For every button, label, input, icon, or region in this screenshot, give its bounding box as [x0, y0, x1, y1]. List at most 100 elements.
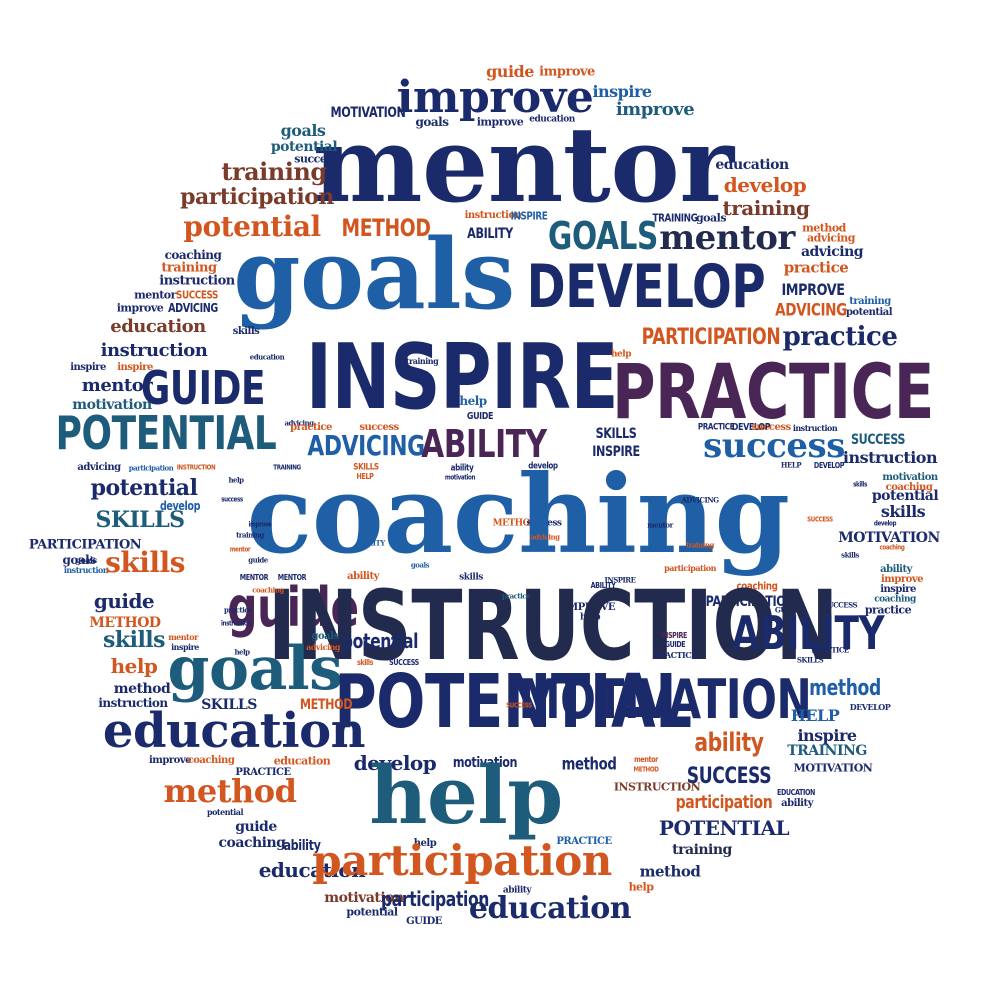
- cloud-word: INSPIRE: [305, 325, 619, 430]
- cloud-word: develop: [353, 751, 437, 775]
- cloud-word: motivation: [882, 472, 938, 483]
- cloud-word: help: [459, 394, 487, 408]
- cloud-word: SUCCESS: [506, 701, 532, 710]
- cloud-word: participation: [380, 887, 490, 911]
- cloud-word: GUIDE: [406, 916, 442, 927]
- cloud-word: training: [672, 842, 732, 858]
- cloud-word: inspire: [592, 82, 652, 101]
- cloud-word: training: [236, 530, 264, 540]
- cloud-word: MOTIVATION: [793, 761, 873, 775]
- cloud-word: training: [686, 540, 714, 550]
- cloud-word: ability: [880, 564, 912, 575]
- cloud-word: training: [161, 260, 217, 276]
- cloud-word: mentor: [659, 218, 795, 258]
- cloud-word: participation: [128, 463, 174, 473]
- cloud-word: practice: [864, 603, 912, 617]
- cloud-word: SKILLS: [201, 697, 257, 713]
- cloud-word: skills: [841, 550, 859, 560]
- cloud-word: PRACTICE: [653, 650, 697, 660]
- cloud-word: method: [809, 676, 881, 701]
- cloud-word: GOALS: [548, 214, 658, 258]
- cloud-word: participation: [675, 792, 773, 813]
- cloud-word: METHOD: [89, 615, 161, 631]
- cloud-word: help: [628, 880, 654, 894]
- cloud-word: GUIDE: [140, 361, 266, 415]
- cloud-word: goals: [233, 218, 515, 331]
- cloud-word: success: [751, 422, 791, 433]
- cloud-word: ADVICING: [681, 495, 719, 505]
- cloud-word: INSPIRE: [661, 631, 687, 640]
- cloud-word: improve: [539, 64, 595, 80]
- cloud-word: success: [703, 426, 845, 466]
- cloud-word: goals: [167, 634, 343, 704]
- cloud-word: potential: [270, 139, 338, 155]
- cloud-word: GUIDE: [774, 605, 800, 615]
- cloud-word: instruction: [792, 423, 838, 433]
- cloud-word: DEVELOP: [731, 422, 771, 433]
- cloud-word: education: [273, 754, 331, 768]
- cloud-word: training: [849, 296, 891, 307]
- cloud-word: guide: [486, 62, 534, 81]
- cloud-word: mentor: [312, 103, 734, 226]
- cloud-word: HELP: [356, 472, 374, 481]
- cloud-word: guide: [93, 589, 155, 613]
- cloud-word: method: [802, 221, 846, 235]
- cloud-word: mentor: [634, 755, 658, 764]
- cloud-word: practice: [290, 422, 332, 433]
- cloud-word: ADVICING: [168, 301, 218, 315]
- cloud-word: skills: [356, 658, 374, 667]
- cloud-word: INSPIRE: [604, 575, 636, 585]
- cloud-word: improve: [116, 301, 164, 315]
- cloud-word: help: [234, 647, 250, 657]
- cloud-word: develop: [723, 173, 807, 197]
- cloud-word: guide: [248, 555, 268, 565]
- cloud-word: motivation: [72, 397, 152, 413]
- cloud-word: ability: [694, 728, 764, 758]
- cloud-word: SUCCESS: [807, 515, 833, 524]
- cloud-word: success: [359, 422, 399, 433]
- cloud-word: coaching: [187, 755, 235, 766]
- cloud-word: practice: [783, 258, 849, 277]
- cloud-word: advicing: [530, 532, 560, 542]
- cloud-word: inspire: [880, 584, 916, 595]
- cloud-word: SKILLS: [353, 462, 379, 473]
- cloud-word: MOTIVATION: [330, 105, 406, 121]
- cloud-word: motivation: [452, 755, 518, 771]
- cloud-word: PRACTICE: [612, 347, 934, 436]
- cloud-word: HELP: [780, 460, 802, 470]
- cloud-word: SKILLS: [595, 426, 637, 442]
- cloud-word: motivation: [444, 473, 476, 482]
- cloud-word: improve: [476, 115, 524, 129]
- cloud-word: instruction: [464, 210, 522, 221]
- cloud-word: PARTICIPATION: [705, 594, 795, 610]
- cloud-word: METHOD: [299, 697, 353, 713]
- cloud-word: education: [715, 157, 789, 173]
- cloud-word: coaching: [218, 835, 286, 851]
- cloud-word: method: [561, 754, 617, 775]
- cloud-word: INSTRUCTION: [268, 570, 838, 682]
- cloud-word: MOTIVATION: [838, 530, 940, 546]
- cloud-word: improve: [149, 755, 191, 766]
- cloud-word: potential: [871, 488, 939, 504]
- cloud-word: ADVICING: [307, 429, 425, 462]
- cloud-word: DEVELOP: [526, 252, 766, 322]
- cloud-word: education: [258, 858, 366, 882]
- cloud-word: instruction: [98, 696, 168, 710]
- cloud-word: ABILITY: [421, 422, 547, 466]
- cloud-word: coaching: [164, 248, 222, 262]
- cloud-word: advicing: [306, 642, 340, 652]
- cloud-word: goals: [62, 553, 96, 567]
- cloud-word: METHOD: [341, 214, 431, 242]
- cloud-word: help: [110, 654, 158, 678]
- cloud-word: education: [249, 352, 285, 362]
- cloud-word: potential: [341, 629, 419, 653]
- cloud-word: PRACTICE: [811, 645, 849, 655]
- cloud-word: ABILITY: [731, 606, 885, 660]
- cloud-word: skills: [459, 572, 483, 583]
- cloud-word: INSPIRE: [592, 444, 640, 460]
- cloud-word: SKILLS: [95, 507, 185, 533]
- cloud-word: HELP: [790, 706, 840, 725]
- cloud-word: DEVELOP: [849, 702, 891, 712]
- cloud-word: mentor: [647, 520, 673, 530]
- cloud-word: skills: [880, 502, 926, 521]
